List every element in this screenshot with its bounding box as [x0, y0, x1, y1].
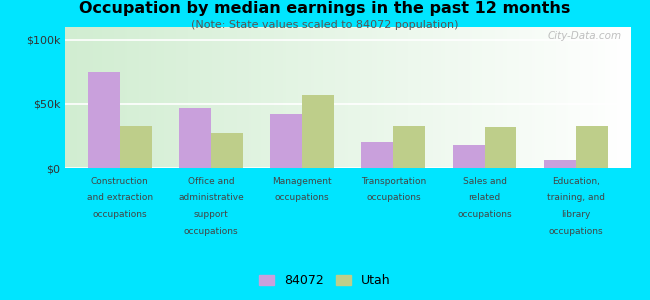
Bar [120, 126, 151, 168]
Text: Education,: Education, [552, 177, 600, 186]
Text: support: support [194, 210, 228, 219]
Bar [302, 95, 334, 168]
Bar [211, 134, 243, 168]
Text: occupations: occupations [92, 210, 147, 219]
Text: Construction: Construction [91, 177, 149, 186]
Text: occupations: occupations [183, 226, 239, 236]
Bar [484, 127, 517, 168]
Text: Occupation by median earnings in the past 12 months: Occupation by median earnings in the pas… [79, 2, 571, 16]
Bar [179, 108, 211, 168]
Text: Sales and: Sales and [463, 177, 506, 186]
Text: (Note: State values scaled to 84072 population): (Note: State values scaled to 84072 popu… [191, 20, 459, 29]
Text: occupations: occupations [366, 194, 421, 202]
Bar [452, 145, 484, 168]
Text: related: related [469, 194, 500, 202]
Bar [393, 126, 425, 168]
Bar [544, 160, 576, 168]
Text: City-Data.com: City-Data.com [548, 31, 622, 41]
Text: Management: Management [272, 177, 332, 186]
Text: occupations: occupations [275, 194, 330, 202]
Bar [88, 72, 120, 168]
Text: Office and: Office and [188, 177, 234, 186]
Text: training, and: training, and [547, 194, 604, 202]
Bar [576, 126, 608, 168]
Text: library: library [561, 210, 590, 219]
Text: and extraction: and extraction [86, 194, 153, 202]
Text: administrative: administrative [178, 194, 244, 202]
Text: occupations: occupations [549, 226, 603, 236]
Bar [361, 142, 393, 168]
Text: Transportation: Transportation [361, 177, 426, 186]
Text: occupations: occupations [457, 210, 512, 219]
Bar [270, 114, 302, 168]
Legend: 84072, Utah: 84072, Utah [254, 269, 396, 292]
